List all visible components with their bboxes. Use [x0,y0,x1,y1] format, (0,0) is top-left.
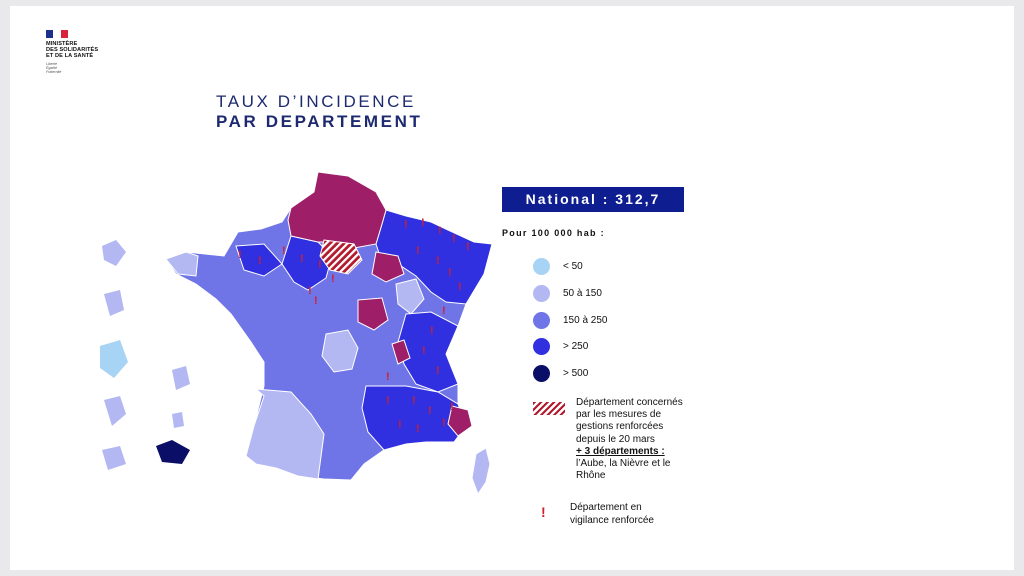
vigilance-mark-icon: ! [416,423,420,435]
vigilance-mark-icon: ! [458,281,462,293]
island-saint-pierre [156,440,190,464]
legend-label: > 250 [563,341,589,352]
vigilance-mark-icon: ! [450,401,454,413]
vigilance-mark-icon: ! [386,371,390,383]
corsica [471,447,491,496]
legend-item: > 500 [533,365,588,382]
region-bourgogne [395,278,425,315]
vigilance-mark-icon: ! [430,325,434,337]
motto-fraternite: Fraternité [46,70,62,75]
hatched-line-2: par les mesures de [576,409,662,421]
island-guyane [100,340,128,378]
hatched-line-3: gestions renforcées [576,421,664,433]
hatched-line-5: l’Aube, la Nièvre et le [576,458,671,470]
logo-motto: Liberté Égalité Fraternité [46,62,98,75]
vigilance-mark-icon: ! [300,253,304,265]
vigilance-mark-icon: ! [442,417,446,429]
island-south [102,446,126,470]
region-nievre [357,297,389,331]
vigilance-mark-icon: ! [318,259,322,271]
title-line-1: TAUX D’INCIDENCE [216,92,416,111]
vigilance-mark-icon: ! [421,217,425,229]
per-unit-label: Pour 100 000 hab : [502,228,605,238]
region-centre [281,235,333,291]
legend-swatch [533,365,550,382]
region-paca [361,385,467,451]
island-mayotte [104,396,126,426]
vigilance-mark-icon: ! [404,219,408,231]
legend-label: 50 à 150 [563,288,602,299]
region-bretagne-west [165,251,199,277]
french-flag-icon [46,30,68,38]
vigilance-mark-icon: ! [436,255,440,267]
vigilance-mark-icon: ! [412,395,416,407]
vigilance-mark-icon: ! [258,255,262,267]
vigilance-marks: !!!!!!!!!!!!!!!!!!!!!!!!!!!!! [238,217,470,435]
legend-item: 150 à 250 [533,312,608,329]
vigilance-mark-icon: ! [386,395,390,407]
vigilance-mark-icon: ! [398,419,402,431]
vigilance-line-1: Département en [570,502,642,513]
vigilance-mark-icon: ! [428,405,432,417]
island-guadeloupe [102,240,126,266]
vigilance-mark-icon: ! [442,305,446,317]
hatched-line-6: Rhône [576,470,606,482]
hatched-swatch [533,402,565,415]
title-line-2: PAR DEPARTEMENT [216,112,423,131]
region-aube [371,251,405,283]
legend-swatch [533,338,550,355]
legend-item: < 50 [533,258,583,275]
vigilance-legend-text: Département en vigilance renforcée [570,501,700,527]
hatched-line-4: depuis le 20 mars [576,433,655,445]
motto-liberte: Liberté [46,61,57,66]
legend-swatch [533,312,550,329]
vigilance-mark-icon: ! [452,233,456,245]
motto-egalite: Égalité [46,66,57,71]
vigilance-mark-icon: ! [238,249,242,261]
region-hauts-de-france [287,171,387,249]
vigilance-mark-icon: ! [331,273,335,285]
vigilance-mark-icon: ! [436,365,440,377]
exclamation-icon: ! [541,504,546,520]
legend-label: > 500 [563,368,589,379]
island-reunion [172,366,190,390]
island-martinique [104,290,124,316]
logo-line-3: ET DE LA SANTÉ [46,53,94,60]
legend-swatch [533,285,550,302]
legend-item: > 250 [533,338,588,355]
hatched-bold: + 3 départements : [576,445,665,457]
vigilance-mark-icon: ! [308,285,312,297]
vigilance-line-2: vigilance renforcée [570,515,654,526]
region-massif-central [321,329,359,373]
legend-label: 150 à 250 [563,315,608,326]
slide: MINISTÈRE DES SOLIDARITÉS ET DE LA SANTÉ… [10,6,1014,570]
logo-line-2: DES SOLIDARITÉS [46,47,99,54]
region-ile-de-france-hatched [319,239,363,275]
hatched-line-1: Département concernés [576,397,683,408]
region-south-west [245,388,325,480]
legend-swatch [533,258,550,275]
island-corse-small [172,412,184,428]
vigilance-mark-icon: ! [314,295,318,307]
vigilance-mark-icon: ! [416,245,420,257]
national-rate: National : 312,7 [502,187,684,212]
vigilance-mark-icon: ! [438,225,442,237]
france-map: !!!!!!!!!!!!!!!!!!!!!!!!!!!!! [100,171,493,496]
region-loire [235,243,283,277]
hatched-legend-text: Département concernés par les mesures de… [576,397,726,482]
ministry-logo: MINISTÈRE DES SOLIDARITÉS ET DE LA SANTÉ… [46,30,98,75]
vigilance-mark-icon: ! [422,345,426,357]
legend-item: 50 à 150 [533,285,602,302]
vigilance-mark-icon: ! [466,241,470,253]
region-rhone [391,339,411,365]
vigilance-mark-icon: ! [448,267,452,279]
logo-line-1: MINISTÈRE [46,41,78,47]
region-alpes-maritimes [447,405,473,437]
vigilance-mark-icon: ! [282,245,286,257]
legend-label: < 50 [563,261,583,272]
